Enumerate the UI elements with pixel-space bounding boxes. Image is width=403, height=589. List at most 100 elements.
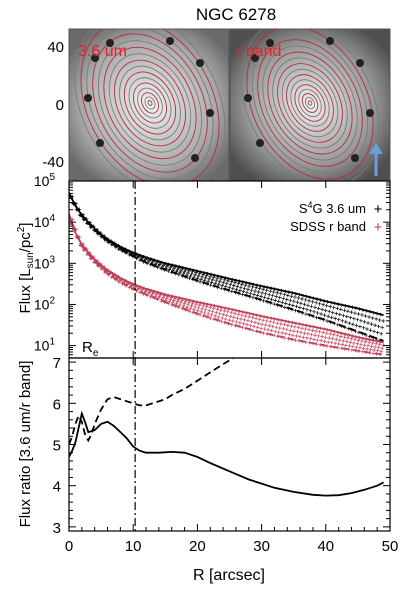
- scatter-point: [257, 317, 262, 322]
- scatter-point: [314, 315, 319, 320]
- scatter-point: [177, 305, 181, 310]
- scatter-point: [267, 292, 271, 297]
- scatter-point: [309, 304, 314, 309]
- scatter-point: [275, 291, 280, 295]
- contour-ring: [272, 57, 348, 149]
- scatter-point: [246, 318, 250, 323]
- scatter-point: [368, 347, 373, 352]
- scatter-point: [305, 307, 309, 312]
- scatter-point: [220, 316, 225, 320]
- scatter-point: [164, 296, 169, 301]
- scatter-point: [240, 282, 244, 287]
- image-y-tick-0: 0: [56, 97, 64, 114]
- scatter-point: [348, 315, 353, 320]
- star-blob: [256, 139, 264, 147]
- scatter-point: [363, 314, 368, 318]
- scatter-point: [294, 304, 299, 309]
- scatter-point: [303, 298, 308, 302]
- flux-series-3: [69, 214, 384, 356]
- scatter-point: [291, 333, 295, 338]
- scatter-point: [253, 320, 257, 325]
- scatter-point: [213, 314, 217, 318]
- scatter-point: [225, 281, 229, 286]
- star-blob: [196, 59, 204, 67]
- scatter-point: [270, 324, 275, 329]
- ratio-y-tick-label: 4: [53, 479, 61, 496]
- scatter-point: [264, 288, 269, 293]
- scatter-point: [337, 312, 342, 317]
- north-arrow-icon: [369, 143, 383, 176]
- scatter-point: [226, 310, 230, 314]
- scatter-point: [317, 301, 322, 306]
- scatter-point: [190, 301, 195, 305]
- scatter-point: [327, 336, 332, 340]
- scatter-point: [345, 339, 349, 344]
- scatter-point: [314, 301, 318, 305]
- scatter-point: [278, 322, 283, 326]
- scatter-point: [223, 317, 228, 321]
- contour-ring: [147, 100, 153, 106]
- scatter-point: [354, 323, 359, 328]
- scatter-point: [355, 341, 360, 346]
- contour-ring: [144, 96, 156, 110]
- star-blob: [266, 39, 274, 47]
- scatter-point: [285, 327, 289, 332]
- flux-y-tick-label: 102: [34, 295, 56, 312]
- scatter-point: [178, 271, 182, 275]
- scatter-point: [287, 302, 292, 307]
- re-label: Re: [82, 339, 99, 359]
- scatter-point: [329, 315, 334, 320]
- scatter-point: [324, 331, 329, 336]
- scatter-point: [322, 339, 327, 344]
- scatter-point: [175, 299, 180, 304]
- scatter-point: [299, 330, 303, 335]
- scatter-point: [308, 308, 313, 313]
- x-tick-label: 20: [189, 538, 206, 555]
- scatter-point: [292, 329, 296, 333]
- scatter-point: [259, 326, 263, 331]
- scatter-point: [288, 298, 293, 303]
- scatter-point: [219, 319, 224, 324]
- scatter-point: [232, 315, 236, 320]
- scatter-point: [335, 306, 340, 311]
- x-tick-label: 50: [382, 538, 399, 555]
- s4g-scatter: [69, 194, 385, 343]
- scatter-point: [295, 329, 300, 334]
- scatter-point: [323, 335, 328, 340]
- scatter-point: [181, 304, 186, 309]
- scatter-point: [192, 307, 196, 312]
- scatter-point: [246, 287, 250, 292]
- scatter-point: [245, 322, 249, 327]
- contour-ring: [123, 71, 177, 135]
- flux-y-tick-label: 101: [34, 337, 56, 354]
- scatter-point: [248, 291, 253, 296]
- x-axis-label: R [arcsec]: [193, 567, 265, 584]
- scatter-point: [307, 327, 311, 332]
- scatter-point: [268, 319, 273, 324]
- scatter-point: [339, 334, 343, 339]
- scatter-point: [182, 270, 187, 274]
- scatter-point: [209, 313, 214, 317]
- scatter-point: [349, 336, 354, 341]
- legend-marker-sdss: +: [374, 219, 383, 236]
- scatter-point: [336, 317, 341, 322]
- contour-ring: [246, 29, 374, 180]
- scatter-point: [306, 332, 310, 336]
- scatter-point: [210, 278, 215, 282]
- scatter-point: [368, 328, 373, 333]
- contour-ring: [304, 96, 316, 110]
- contour-ring: [119, 65, 181, 141]
- scatter-point: [352, 316, 356, 321]
- scatter-point: [204, 304, 209, 309]
- scatter-point: [202, 311, 207, 315]
- image-panel-right: [230, 29, 390, 181]
- scatter-point: [267, 323, 271, 328]
- scatter-point: [381, 343, 385, 347]
- scatter-point: [192, 275, 196, 280]
- scatter-point: [329, 340, 334, 345]
- flux-plot: 101 102 103 104 105: [34, 172, 391, 359]
- scatter-point: [189, 272, 194, 276]
- scatter-point: [263, 323, 268, 327]
- scatter-point: [301, 335, 306, 340]
